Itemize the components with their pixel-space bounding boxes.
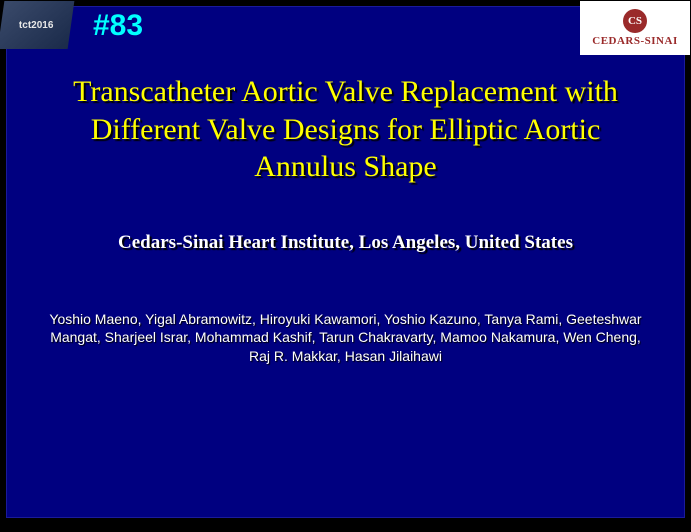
abstract-number: #83 [93, 9, 143, 43]
cedars-sinai-emblem-icon: CS [623, 9, 647, 33]
slide-container: tct2016 #83 CS CEDARS-SINAI Transcathete… [6, 6, 685, 518]
conference-badge-text: tct2016 [19, 20, 53, 31]
institution-line: Cedars-Sinai Heart Institute, Los Angele… [7, 232, 684, 254]
slide-title: Transcatheter Aortic Valve Replacement w… [7, 73, 684, 186]
conference-badge: tct2016 [0, 1, 74, 49]
header-row: tct2016 #83 CS CEDARS-SINAI [7, 7, 684, 61]
cedars-sinai-logo: CS CEDARS-SINAI [580, 1, 690, 55]
authors-list: Yoshio Maeno, Yigal Abramowitz, Hiroyuki… [7, 310, 684, 367]
cedars-sinai-logo-text: CEDARS-SINAI [592, 35, 677, 47]
